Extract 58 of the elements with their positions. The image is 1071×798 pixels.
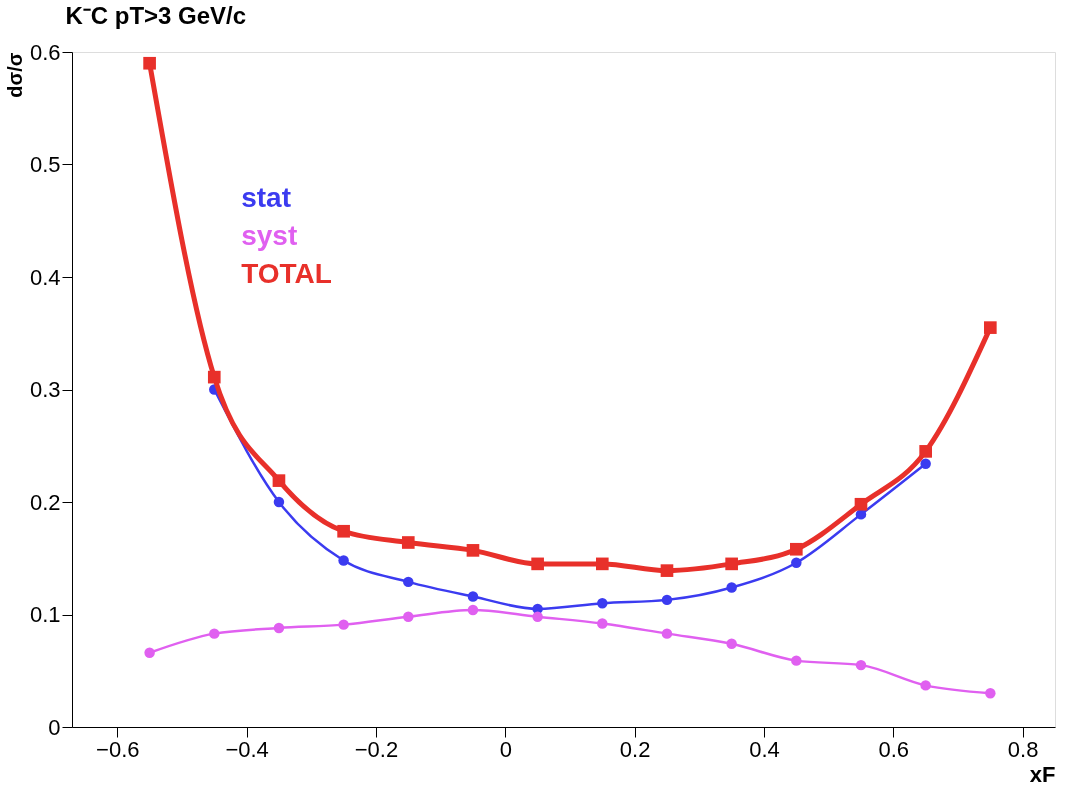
point	[726, 638, 737, 649]
x-tick-label: 0.6	[878, 736, 910, 762]
x-tick-label: 0.4	[749, 736, 780, 762]
y-tick-label: 0.4	[29, 264, 61, 290]
point	[467, 591, 479, 602]
x-tick-label: −0.4	[225, 736, 269, 762]
x-tick-label: −0.6	[96, 736, 140, 762]
point	[660, 564, 674, 577]
point	[661, 628, 673, 639]
point	[854, 497, 868, 511]
y-axis-title: dσ/σ	[3, 52, 26, 98]
x-tick-label: 0.2	[619, 736, 651, 762]
y-tick-label: 0.1	[29, 602, 61, 627]
series-label: TOTAL	[241, 258, 332, 290]
point	[597, 598, 608, 609]
point	[531, 557, 544, 571]
y-tick-label: 0.6	[29, 39, 61, 65]
point	[985, 688, 996, 699]
point	[401, 536, 415, 549]
point	[919, 445, 932, 458]
chart-title: K⁻C pT>3 GeV/c	[65, 2, 247, 29]
text: stat	[241, 182, 291, 214]
point	[272, 474, 286, 487]
point	[338, 555, 349, 566]
point	[338, 619, 349, 630]
point	[209, 628, 220, 639]
y-tick-label: 0	[48, 714, 61, 740]
point	[207, 370, 221, 384]
point	[337, 524, 350, 538]
x-axis-title: xF	[1029, 761, 1056, 787]
point	[466, 544, 480, 557]
x-tick-label: 0.8	[1007, 736, 1039, 762]
point	[984, 321, 997, 334]
y-tick-label: 0.2	[29, 489, 61, 515]
point	[273, 622, 285, 634]
text: syst	[241, 220, 298, 252]
point	[532, 611, 543, 622]
point	[920, 458, 931, 469]
y-tick-label: 0.3	[29, 377, 61, 402]
x-tick-label: −0.2	[354, 736, 399, 762]
point	[920, 680, 931, 691]
point	[661, 594, 673, 606]
point	[855, 659, 867, 671]
point	[144, 647, 155, 658]
point	[273, 496, 285, 508]
point	[467, 604, 479, 616]
point	[597, 618, 608, 629]
point	[791, 557, 802, 568]
point	[595, 557, 609, 571]
point	[403, 576, 414, 588]
point	[725, 557, 738, 571]
point	[789, 542, 803, 556]
point	[403, 611, 414, 622]
point	[791, 655, 802, 666]
y-tick-label: 0.5	[29, 152, 61, 177]
point	[143, 56, 156, 70]
x-tick-label: 0	[499, 736, 512, 762]
point	[726, 582, 737, 593]
